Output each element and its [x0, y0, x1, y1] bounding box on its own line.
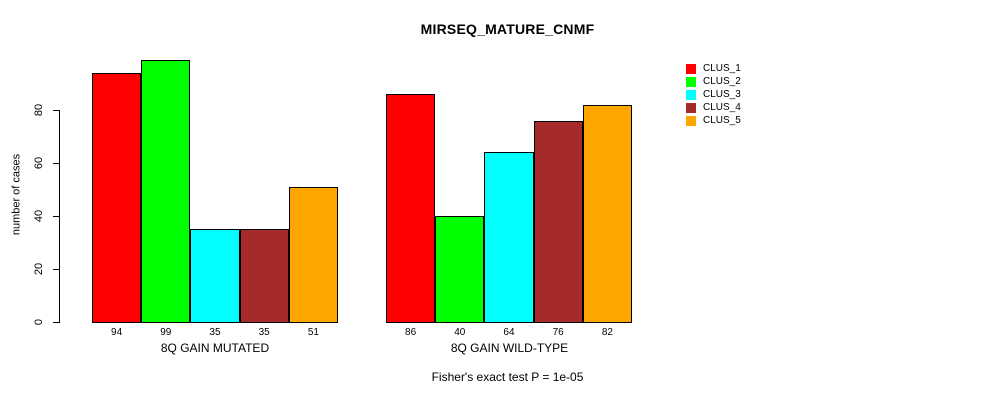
- legend-label: CLUS_2: [703, 76, 741, 87]
- y-tick-mark: [53, 110, 60, 111]
- footnote: Fisher's exact test P = 1e-05: [431, 370, 584, 384]
- bar-clus_5-group1: [288, 186, 338, 323]
- bar-clus_2-group2: [435, 216, 485, 323]
- legend-label: CLUS_1: [703, 63, 741, 74]
- legend-item-clus_5: CLUS_5: [686, 114, 741, 127]
- bar-value-label: 40: [454, 327, 466, 338]
- bar-clus_1-group1: [92, 72, 142, 323]
- y-tick-label: 40: [33, 209, 45, 223]
- legend-swatch: [686, 89, 696, 100]
- bar-value-label: 94: [111, 327, 123, 338]
- bar-clus_1-group2: [386, 94, 436, 323]
- bar-value-label: 64: [503, 327, 515, 338]
- legend-item-clus_4: CLUS_4: [686, 101, 741, 114]
- bar-clus_3-group2: [484, 152, 534, 323]
- legend-label: CLUS_4: [703, 102, 741, 113]
- y-tick-label: 20: [33, 262, 45, 276]
- bar-value-label: 51: [307, 327, 319, 338]
- chart-title: MIRSEQ_MATURE_CNMF: [420, 21, 595, 37]
- bar-value-label: 35: [209, 327, 221, 338]
- legend-swatch: [686, 102, 696, 113]
- y-axis-label: number of cases: [10, 153, 23, 236]
- legend-item-clus_1: CLUS_1: [686, 62, 741, 75]
- bar-clus_2-group1: [141, 59, 191, 323]
- bar-value-label: 86: [405, 327, 417, 338]
- bar-value-label: 99: [160, 327, 172, 338]
- legend-label: CLUS_5: [703, 115, 741, 126]
- legend-swatch: [686, 76, 696, 87]
- y-tick-label: 60: [33, 156, 45, 170]
- bar-clus_4-group2: [533, 120, 583, 323]
- bar-clus_3-group1: [190, 229, 240, 323]
- x-group-label-mutated: 8Q GAIN MUTATED: [160, 341, 270, 355]
- bar-value-label: 76: [552, 327, 564, 338]
- y-tick-mark: [53, 269, 60, 270]
- legend-item-clus_3: CLUS_3: [686, 88, 741, 101]
- bar-value-label: 82: [601, 327, 613, 338]
- bar-value-label: 35: [258, 327, 270, 338]
- y-tick-mark: [53, 163, 60, 164]
- y-tick-label: 80: [33, 103, 45, 117]
- x-group-label-wildtype: 8Q GAIN WILD-TYPE: [450, 341, 569, 355]
- y-tick-mark: [53, 322, 60, 323]
- bar-clus_5-group2: [582, 104, 632, 323]
- y-tick-label: 0: [33, 318, 45, 326]
- bar-clus_4-group1: [239, 229, 289, 323]
- legend-item-clus_2: CLUS_2: [686, 75, 741, 88]
- y-tick-mark: [53, 216, 60, 217]
- legend: CLUS_1 CLUS_2 CLUS_3 CLUS_4 CLUS_5: [686, 62, 741, 127]
- legend-swatch: [686, 115, 696, 126]
- legend-label: CLUS_3: [703, 89, 741, 100]
- legend-swatch: [686, 63, 696, 74]
